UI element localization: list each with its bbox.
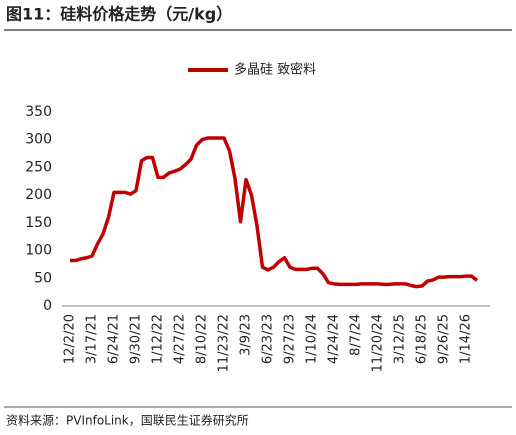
y-tick-label: 350	[25, 104, 52, 120]
chart-title: 图11：硅料价格走势（元/kg）	[6, 5, 232, 24]
y-tick-label: 100	[25, 243, 52, 259]
x-tick-label: 3/12/25	[393, 314, 408, 364]
x-tick-label: 9/27/23	[283, 314, 298, 364]
x-tick-label: 9/30/21	[129, 314, 144, 364]
x-tick-label: 1/14/26	[459, 314, 474, 364]
x-tick-label: 8/10/22	[195, 314, 210, 364]
y-tick-label: 50	[34, 270, 52, 286]
x-tick-label: 6/18/25	[415, 314, 430, 364]
x-tick-label: 8/7/24	[349, 314, 364, 356]
x-tick-label: 4/24/24	[327, 314, 342, 364]
line	[70, 136, 479, 289]
x-tick-label: 3/17/21	[85, 314, 100, 364]
x-tick-label: 4/27/22	[173, 314, 188, 364]
x-tick-label: 12/2/20	[63, 314, 78, 364]
legend-label: 多晶硅 致密料	[234, 62, 316, 78]
x-tick-label: 9/26/25	[437, 314, 452, 364]
x-tick-label: 11/23/22	[217, 314, 232, 372]
source: 资料来源：PVInfoLink，国联民生证券研究所	[6, 413, 249, 428]
x-tick-label: 6/24/21	[107, 314, 122, 364]
y-tick-label: 0	[43, 298, 52, 314]
x-tick-label: 1/12/22	[151, 314, 166, 364]
x-tick-label: 11/20/24	[371, 314, 386, 372]
y-tick-label: 200	[25, 187, 52, 203]
y-tick-label: 300	[25, 132, 52, 148]
x-tick-label: 3/9/23	[239, 314, 254, 356]
x-tick-label: 6/23/23	[261, 314, 276, 364]
y-tick-label: 150	[25, 215, 52, 231]
x-tick-label: 1/10/24	[305, 314, 320, 364]
y-tick-label: 250	[25, 159, 52, 175]
